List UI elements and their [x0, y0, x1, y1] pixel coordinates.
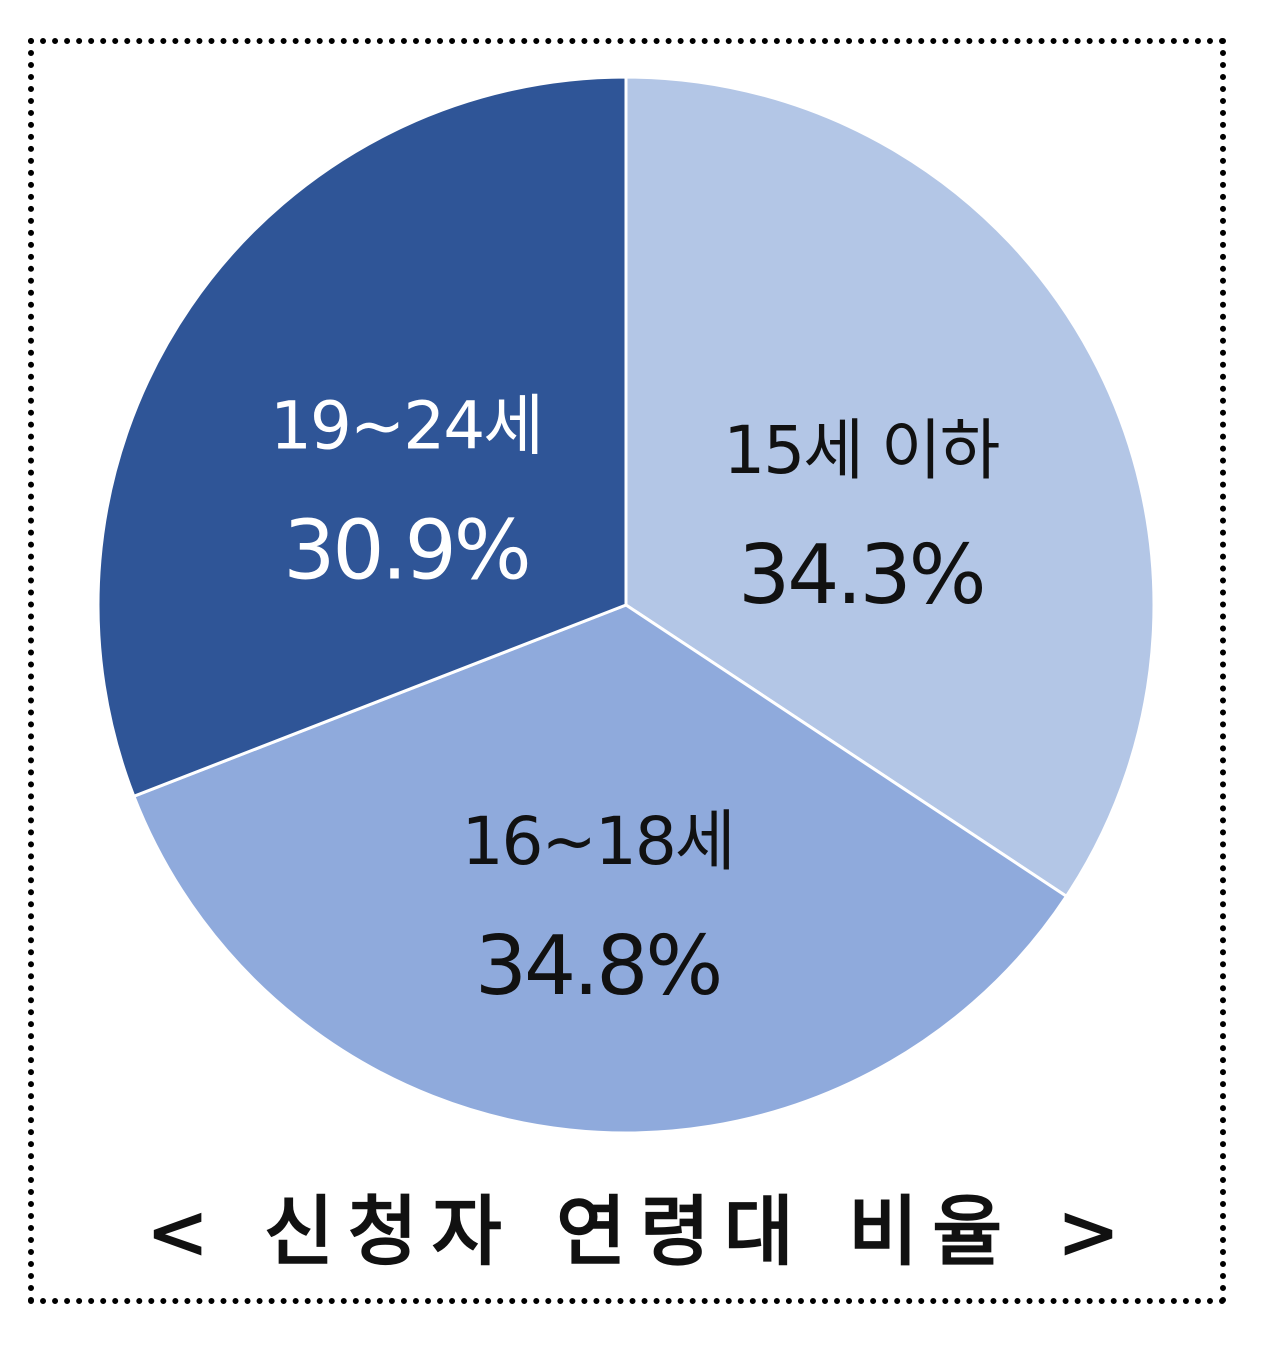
pie-slice-3 — [96, 75, 628, 799]
slice-value-label-1: 34.3% — [738, 528, 984, 623]
chart-title: < 신청자 연령대 비율 > — [145, 1187, 1135, 1276]
slice-label-2: 16~18세 — [462, 803, 734, 880]
pie-slice-2 — [131, 603, 1069, 1135]
slice-label-3: 19~24세 — [270, 387, 542, 464]
slice-value-label-3: 30.9% — [283, 503, 529, 598]
chart-frame — [28, 38, 1226, 1304]
slice-value-label-2: 34.8% — [475, 919, 721, 1014]
slice-label-1: 15세 이하 — [723, 412, 998, 489]
